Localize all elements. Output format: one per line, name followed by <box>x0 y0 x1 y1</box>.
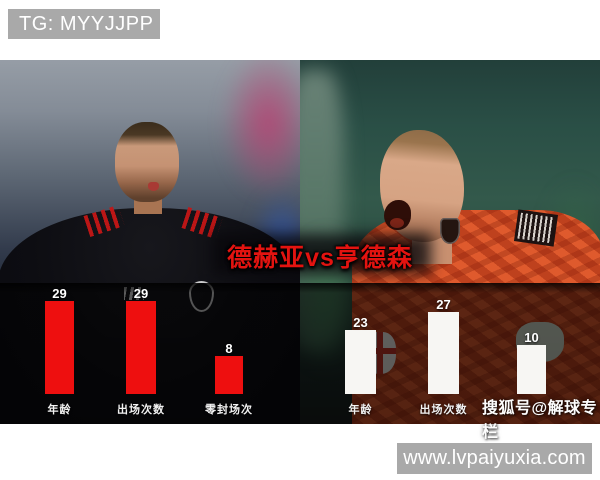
sohu-watermark: 搜狐号@解球专栏 <box>482 400 598 441</box>
left-bar-0 <box>45 301 74 394</box>
tg-watermark-text: TG: MYYJJPP <box>19 12 154 35</box>
sheffield-crest-icon <box>440 218 460 244</box>
degea-tongue <box>148 182 159 191</box>
chart-dark-overlay <box>0 283 600 424</box>
site-watermark-text: www.lvpaiyuxia.com <box>403 447 586 469</box>
page-title: 德赫亚vs亨德森 <box>227 244 413 272</box>
bar-value: 29 <box>133 286 149 301</box>
bar-value: 27 <box>436 297 451 312</box>
bar-value: 23 <box>353 315 368 330</box>
title-dark-band <box>213 234 431 274</box>
site-watermark-banner: www.lvpaiyuxia.com <box>397 443 592 474</box>
right-bar-5 <box>517 345 546 394</box>
left-bar-2 <box>215 356 243 394</box>
henderson-mouth-inner <box>390 218 404 228</box>
bar-label: 年龄 <box>47 404 72 416</box>
bar-value: 10 <box>524 330 539 345</box>
right-bar-4 <box>428 312 459 394</box>
degea-head <box>115 122 179 202</box>
right-bar-3 <box>345 330 376 394</box>
bar-label: 年龄 <box>348 404 373 416</box>
bar-label: 零封场次 <box>205 404 253 416</box>
bar-label: 出场次数 <box>419 404 468 416</box>
bar-value: 8 <box>225 341 233 356</box>
tg-watermark-banner: TG: MYYJJPP <box>8 9 160 39</box>
left-bar-1 <box>126 301 156 394</box>
bar-label: 出场次数 <box>117 404 165 416</box>
bar-value: 29 <box>52 286 67 301</box>
crowd-blur-pink <box>222 60 300 198</box>
